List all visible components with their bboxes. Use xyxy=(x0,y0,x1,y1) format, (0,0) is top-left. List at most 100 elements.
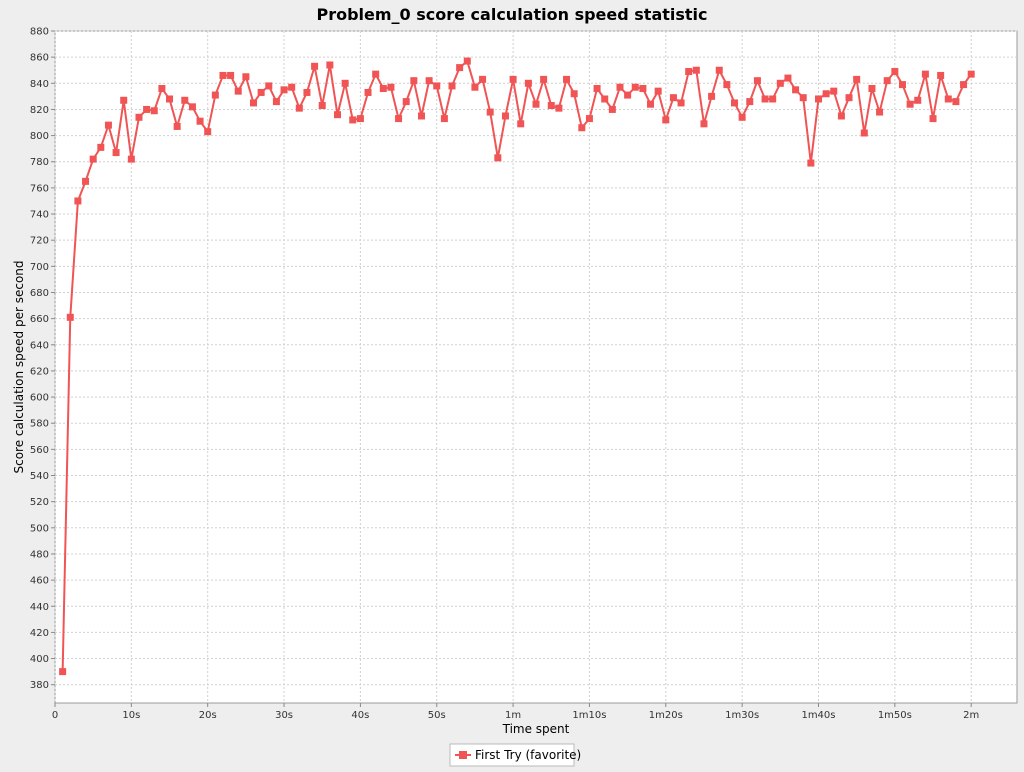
data-point xyxy=(532,100,540,108)
data-point xyxy=(769,95,777,103)
data-point xyxy=(59,668,67,676)
data-point xyxy=(746,98,754,106)
data-point xyxy=(593,85,601,93)
data-point xyxy=(303,88,311,96)
y-tick-label: 760 xyxy=(30,183,49,194)
data-point xyxy=(715,66,723,74)
data-point xyxy=(104,121,112,129)
data-point xyxy=(372,70,380,78)
data-point xyxy=(349,116,357,124)
x-tick-label: 10s xyxy=(122,710,140,721)
data-point xyxy=(631,83,639,91)
y-tick-label: 460 xyxy=(30,576,49,587)
data-point xyxy=(547,102,555,110)
data-point xyxy=(227,71,235,79)
y-tick-label: 500 xyxy=(30,523,49,534)
data-point xyxy=(662,116,670,124)
x-tick-label: 20s xyxy=(199,710,217,721)
data-point xyxy=(196,117,204,125)
data-point xyxy=(807,159,815,167)
grid-lines xyxy=(54,30,1017,703)
x-tick-label: 1m30s xyxy=(725,710,759,721)
data-point xyxy=(135,113,143,121)
x-tick-label: 1m50s xyxy=(878,710,912,721)
data-point xyxy=(311,62,319,70)
x-tick-label: 50s xyxy=(428,710,446,721)
data-point xyxy=(379,85,387,93)
data-point xyxy=(295,104,303,112)
axes: 380 400 420 440 460 480 500 520 540 560 580 600 620 6… xyxy=(30,27,979,722)
y-tick-label: 380 xyxy=(30,680,49,691)
data-point xyxy=(784,74,792,82)
data-point xyxy=(708,92,716,100)
x-tick-label: 1m xyxy=(505,710,521,721)
x-tick-label: 1m40s xyxy=(801,710,835,721)
data-point xyxy=(952,98,960,106)
data-point xyxy=(830,87,838,95)
data-point xyxy=(166,95,174,103)
data-point xyxy=(211,91,219,99)
data-point xyxy=(448,82,456,90)
data-point xyxy=(555,104,563,112)
data-point xyxy=(181,96,189,104)
data-point xyxy=(265,82,273,90)
y-tick-label: 640 xyxy=(30,340,49,351)
series-layer xyxy=(59,57,975,676)
data-point xyxy=(792,86,800,94)
data-point xyxy=(395,115,403,123)
data-point xyxy=(921,70,929,78)
x-tick-label: 40s xyxy=(351,710,369,721)
y-tick-label: 620 xyxy=(30,366,49,377)
legend-box xyxy=(449,743,575,767)
data-point xyxy=(440,115,448,123)
data-point xyxy=(853,75,861,83)
data-point xyxy=(967,70,975,78)
data-point xyxy=(318,102,326,110)
x-tick-label: 30s xyxy=(275,710,293,721)
data-point xyxy=(364,88,372,96)
y-axis-label: Score calculation speed per second xyxy=(12,260,26,473)
data-point xyxy=(456,64,464,72)
data-point xyxy=(669,94,677,102)
x-tick-label: 0 xyxy=(52,710,58,721)
y-tick-label: 400 xyxy=(30,654,49,665)
data-point xyxy=(608,105,616,113)
data-point xyxy=(898,81,906,89)
y-tick-label: 780 xyxy=(30,157,49,168)
data-point xyxy=(876,108,884,116)
data-point xyxy=(891,68,899,76)
data-point xyxy=(204,128,212,136)
data-point xyxy=(700,120,708,128)
data-point xyxy=(578,124,586,132)
y-tick-label: 860 xyxy=(30,53,49,64)
data-point xyxy=(639,85,647,93)
y-tick-label: 660 xyxy=(30,314,49,325)
data-point xyxy=(837,112,845,120)
y-tick-label: 480 xyxy=(30,549,49,560)
data-point xyxy=(677,99,685,107)
data-point xyxy=(692,66,700,74)
data-point xyxy=(402,98,410,106)
data-point xyxy=(776,79,784,87)
data-point xyxy=(89,155,97,163)
data-point xyxy=(158,85,166,93)
y-tick-label: 560 xyxy=(30,445,49,456)
y-tick-label: 540 xyxy=(30,471,49,482)
data-point xyxy=(272,98,280,106)
data-point xyxy=(410,77,418,85)
data-point xyxy=(753,77,761,85)
legend: First Try (favorite) xyxy=(449,743,581,767)
data-point xyxy=(112,149,120,157)
data-point xyxy=(143,105,151,113)
data-point xyxy=(486,108,494,116)
data-point xyxy=(960,81,968,89)
y-tick-label: 800 xyxy=(30,131,49,142)
data-point xyxy=(845,94,853,102)
data-point xyxy=(288,83,296,91)
data-point xyxy=(914,96,922,104)
data-point xyxy=(326,61,334,69)
data-point xyxy=(883,77,891,85)
x-tick-label: 2m xyxy=(963,710,979,721)
data-point xyxy=(120,96,128,104)
data-point xyxy=(150,107,158,115)
